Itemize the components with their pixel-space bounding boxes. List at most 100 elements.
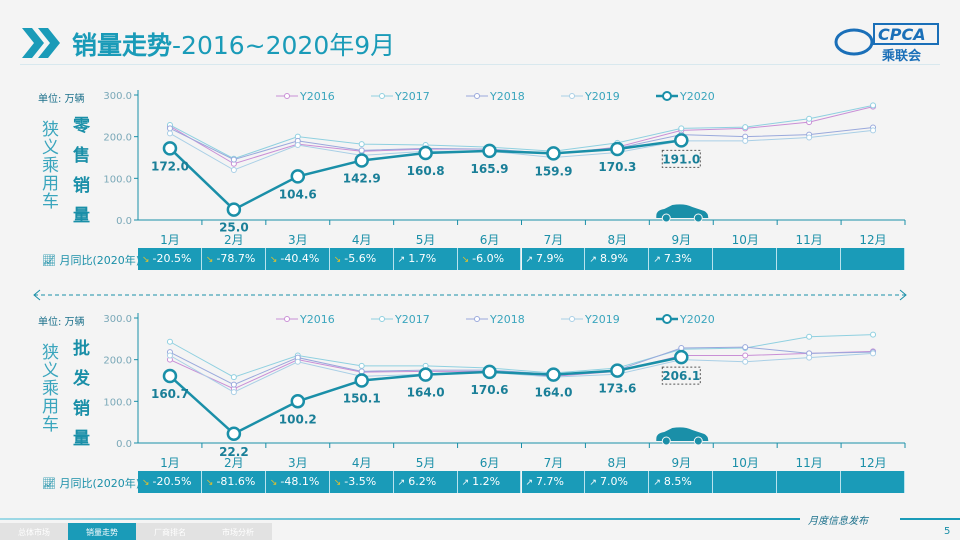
data-point <box>290 394 306 409</box>
data-label: 170.6 <box>471 383 509 397</box>
svg-text:乘联会: 乘联会 <box>881 48 922 64</box>
y-tick-label: 300.0 <box>103 314 132 325</box>
yoy-label: 📈︎ 月同比(2020年) <box>42 475 140 491</box>
data-label: 206.1 <box>662 369 700 383</box>
footer-tab-ranking[interactable]: 厂商排名 <box>136 523 204 540</box>
car-body <box>656 427 709 441</box>
legend-label: Y2017 <box>394 313 430 326</box>
trend-down-icon: ↘ <box>461 255 470 265</box>
yoy-cell <box>777 471 842 493</box>
data-label: 165.9 <box>471 162 509 176</box>
footer-tab-overall[interactable]: 总体市场 <box>0 523 68 540</box>
yoy-value: -6.0% <box>472 252 505 265</box>
yoy-cell: ↗ 7.7% <box>521 471 586 493</box>
x-tick-label: 2月 <box>224 456 244 470</box>
data-point <box>742 352 749 359</box>
data-point <box>418 367 433 382</box>
trend-down-icon: ↘ <box>269 255 278 265</box>
data-point <box>166 338 173 345</box>
y-tick-label: 300.0 <box>103 91 132 102</box>
header-divider <box>20 64 940 65</box>
yoy-value: 1.7% <box>408 252 437 265</box>
yoy-cell: ↗ 1.2% <box>457 471 522 493</box>
data-label: 160.8 <box>407 164 445 178</box>
data-point <box>806 333 813 340</box>
yoy-cell: ↘ -5.6% <box>329 248 394 270</box>
side-label: 狭义乘用车 <box>38 343 58 433</box>
data-label: 191.0 <box>662 152 700 166</box>
car-icon <box>656 204 709 223</box>
trend-down-icon: ↘ <box>333 255 342 265</box>
data-point <box>230 167 237 173</box>
data-point <box>674 349 689 365</box>
data-point <box>610 363 625 378</box>
data-point <box>742 124 749 131</box>
y-tick-label: 200.0 <box>103 133 132 144</box>
page-number: 5 <box>944 526 951 537</box>
data-point <box>358 147 365 154</box>
svg-text:CPCA: CPCA <box>878 25 926 44</box>
yoy-value: -78.7% <box>216 252 256 265</box>
legend-label: Y2016 <box>299 90 335 103</box>
trend-up-icon: ↗ <box>653 478 661 488</box>
legend-marker <box>474 316 480 322</box>
data-label: 100.2 <box>279 412 317 426</box>
yoy-value: -5.6% <box>344 252 377 265</box>
trend-down-icon: ↘ <box>269 478 278 488</box>
legend-label: Y2018 <box>489 313 525 326</box>
data-point <box>230 374 237 381</box>
data-label: 142.9 <box>343 171 381 185</box>
x-tick-label: 9月 <box>671 456 691 470</box>
footer-tab-sales-trend[interactable]: 销量走势 <box>68 523 136 540</box>
x-tick-label: 2月 <box>224 233 244 247</box>
data-point <box>870 350 877 357</box>
trend-up-icon: ↗ <box>525 255 534 265</box>
data-point <box>678 125 685 132</box>
car-body <box>656 204 709 218</box>
highlight-box <box>661 149 701 168</box>
title-sub: -2016~2020年9月 <box>172 31 396 60</box>
x-tick-label: 9月 <box>671 233 691 247</box>
yoy-value: -81.6% <box>216 475 256 488</box>
x-tick-label: 1月 <box>160 233 180 247</box>
data-point <box>742 358 749 365</box>
yoy-cell: ↘ -20.5% <box>138 248 202 270</box>
yoy-value: 1.2% <box>472 475 501 488</box>
data-point <box>610 141 625 157</box>
data-point <box>742 137 749 144</box>
legend-label: Y2020 <box>679 313 715 326</box>
trend-up-icon: ↗ <box>525 478 534 488</box>
data-point <box>674 133 689 148</box>
x-tick-label: 3月 <box>288 456 308 470</box>
legend-marker <box>569 316 575 322</box>
yoy-cell: ↗ 7.0% <box>585 471 650 493</box>
yoy-value: -3.5% <box>344 475 377 488</box>
chart-svg: 0.0 100.0 200.0 300.0 1月 2月 3月 4月 5月 6月 7月 8月 9月 10月 1… <box>103 313 906 470</box>
trend-down-icon: ↘ <box>142 255 150 265</box>
footer-note: 月度信息发布 <box>808 516 868 527</box>
yoy-row: 📈︎ 月同比(2020年) ↘ -20.5% ↘ -81.6% ↘ -48.1% ↘ -3.5%… <box>0 471 960 493</box>
yoy-cell: ↘ -78.7% <box>201 248 266 270</box>
x-tick-label: 8月 <box>608 456 628 470</box>
footer-tab-analysis[interactable]: 市场分析 <box>204 523 272 540</box>
legend-marker <box>379 93 385 99</box>
y-tick-label: 100.0 <box>103 174 132 185</box>
data-label: 104.6 <box>279 187 317 201</box>
series-line-Y2017 <box>169 334 874 378</box>
yoy-value: 8.5% <box>663 475 692 488</box>
yoy-cell: ↗ 7.9% <box>521 248 586 270</box>
x-tick-label: 12月 <box>859 233 886 247</box>
y-tick-label: 0.0 <box>116 216 132 227</box>
yoy-value: -20.5% <box>152 475 192 488</box>
yoy-cell <box>841 471 905 493</box>
car-wheel <box>661 436 671 446</box>
plot: 0.0 100.0 200.0 300.0 1月 2月 3月 4月 5月 6月 7月 8月 9月 10月 1… <box>103 313 906 470</box>
data-label: 173.6 <box>598 382 636 396</box>
data-point <box>546 367 561 382</box>
yoy-value: 7.3% <box>663 252 692 265</box>
data-label: 150.1 <box>343 391 381 405</box>
x-tick-label: 8月 <box>608 233 628 247</box>
data-point <box>482 364 497 380</box>
data-point <box>226 426 242 441</box>
data-point <box>742 344 749 351</box>
